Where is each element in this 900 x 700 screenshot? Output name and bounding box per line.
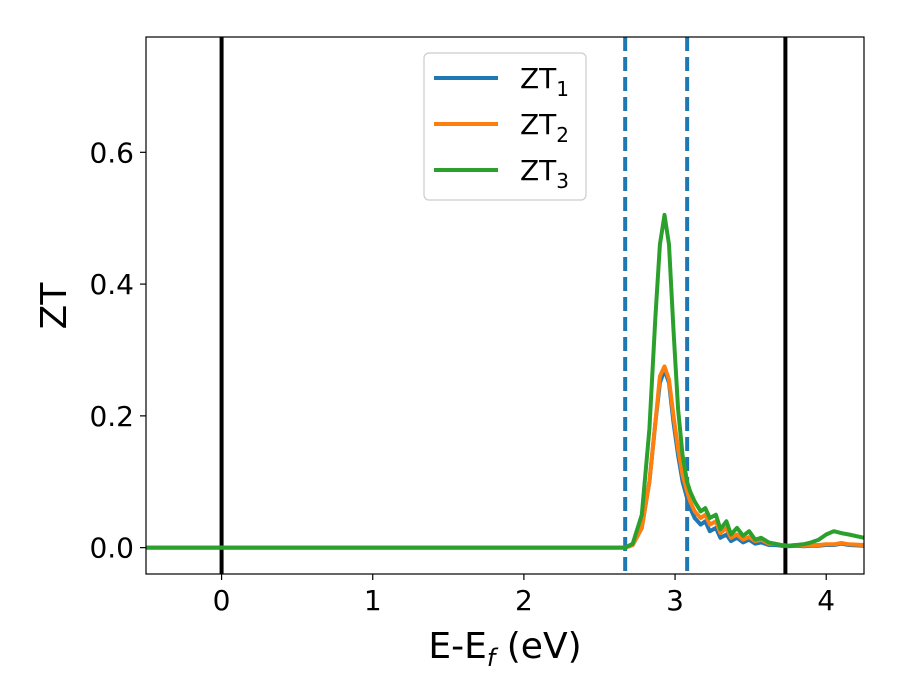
y-tick-label-0: 0.0 <box>89 532 134 565</box>
legend-label-2: ZT2 <box>520 108 569 147</box>
x-tick-label-0: 0 <box>213 584 231 617</box>
x-tick-label-2: 2 <box>515 584 533 617</box>
legend-frame <box>423 52 587 201</box>
y-tick-label-2: 0.4 <box>89 268 134 301</box>
series-line-2 <box>146 364 864 550</box>
plot-content <box>146 37 864 574</box>
x-tick-label-3: 3 <box>666 584 684 617</box>
plot-frame <box>145 36 865 575</box>
legend-label-3: ZT3 <box>520 154 569 193</box>
y-tick-label-3: 0.6 <box>89 136 134 169</box>
x-axis-label: E-Ef (eV) <box>428 626 581 672</box>
legend: ZT1 ZT2 ZT3 <box>423 52 587 201</box>
y-axis-label: ZT <box>34 282 75 330</box>
axis-ticks: 0 1 2 3 4 0.0 0.2 0.4 0.6 <box>89 136 835 617</box>
y-tick-label-1: 0.2 <box>89 400 134 433</box>
x-tick-label-4: 4 <box>817 584 835 617</box>
x-tick-label-1: 1 <box>364 584 382 617</box>
legend-label-1: ZT1 <box>520 62 569 101</box>
series-line-3 <box>146 212 864 550</box>
series-line-1 <box>146 367 864 550</box>
